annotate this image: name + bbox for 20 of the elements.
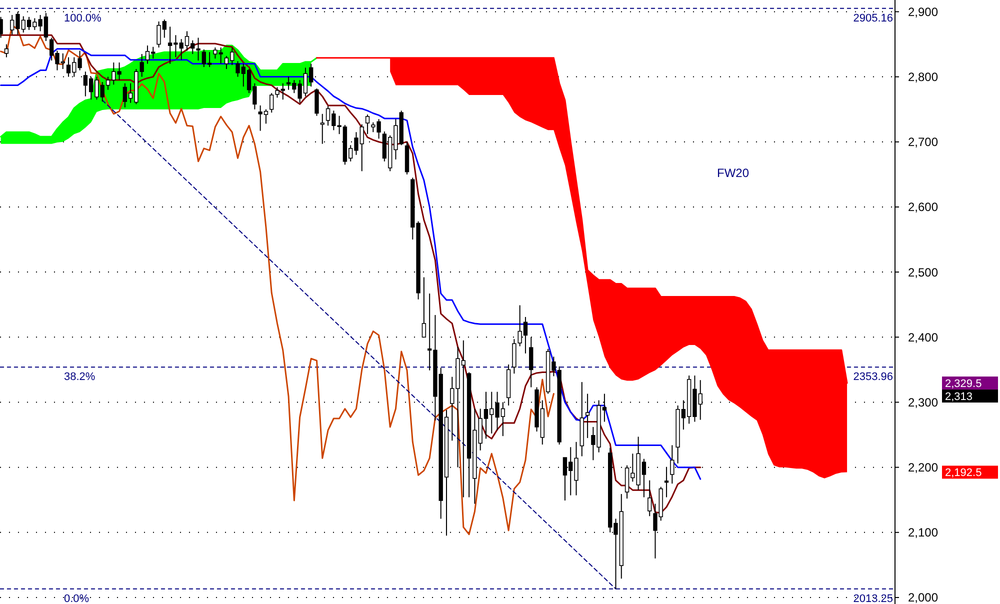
y-tick-label: 2,100	[908, 526, 938, 540]
y-tick-label: 2,800	[908, 70, 938, 84]
ref-line-label: 2353.96	[853, 371, 893, 384]
annotation: 0.0%	[64, 592, 90, 604]
text: 2,329.5	[945, 378, 982, 390]
annotation: FW20	[716, 166, 750, 180]
y-tick-label: 2,000	[908, 590, 938, 604]
y-tick-label: 2,900	[908, 4, 938, 19]
text: 2,313	[945, 390, 973, 403]
y-tick-label: 2,500	[908, 265, 938, 280]
y-tick-label: 2,400	[908, 330, 938, 344]
text: 2,192.5	[945, 467, 982, 480]
annotation: 38.2%	[64, 371, 96, 384]
annotation: 100.0%	[64, 12, 102, 24]
ref-line-label: 2013.25	[853, 592, 893, 604]
ref-line-label: 2905.16	[853, 12, 893, 24]
y-tick-label: 2,600	[908, 200, 938, 214]
y-tick-label: 2,700	[908, 135, 938, 150]
y-tick-label: 2,300	[908, 395, 938, 410]
y-tick-label: 2,200	[908, 460, 938, 475]
